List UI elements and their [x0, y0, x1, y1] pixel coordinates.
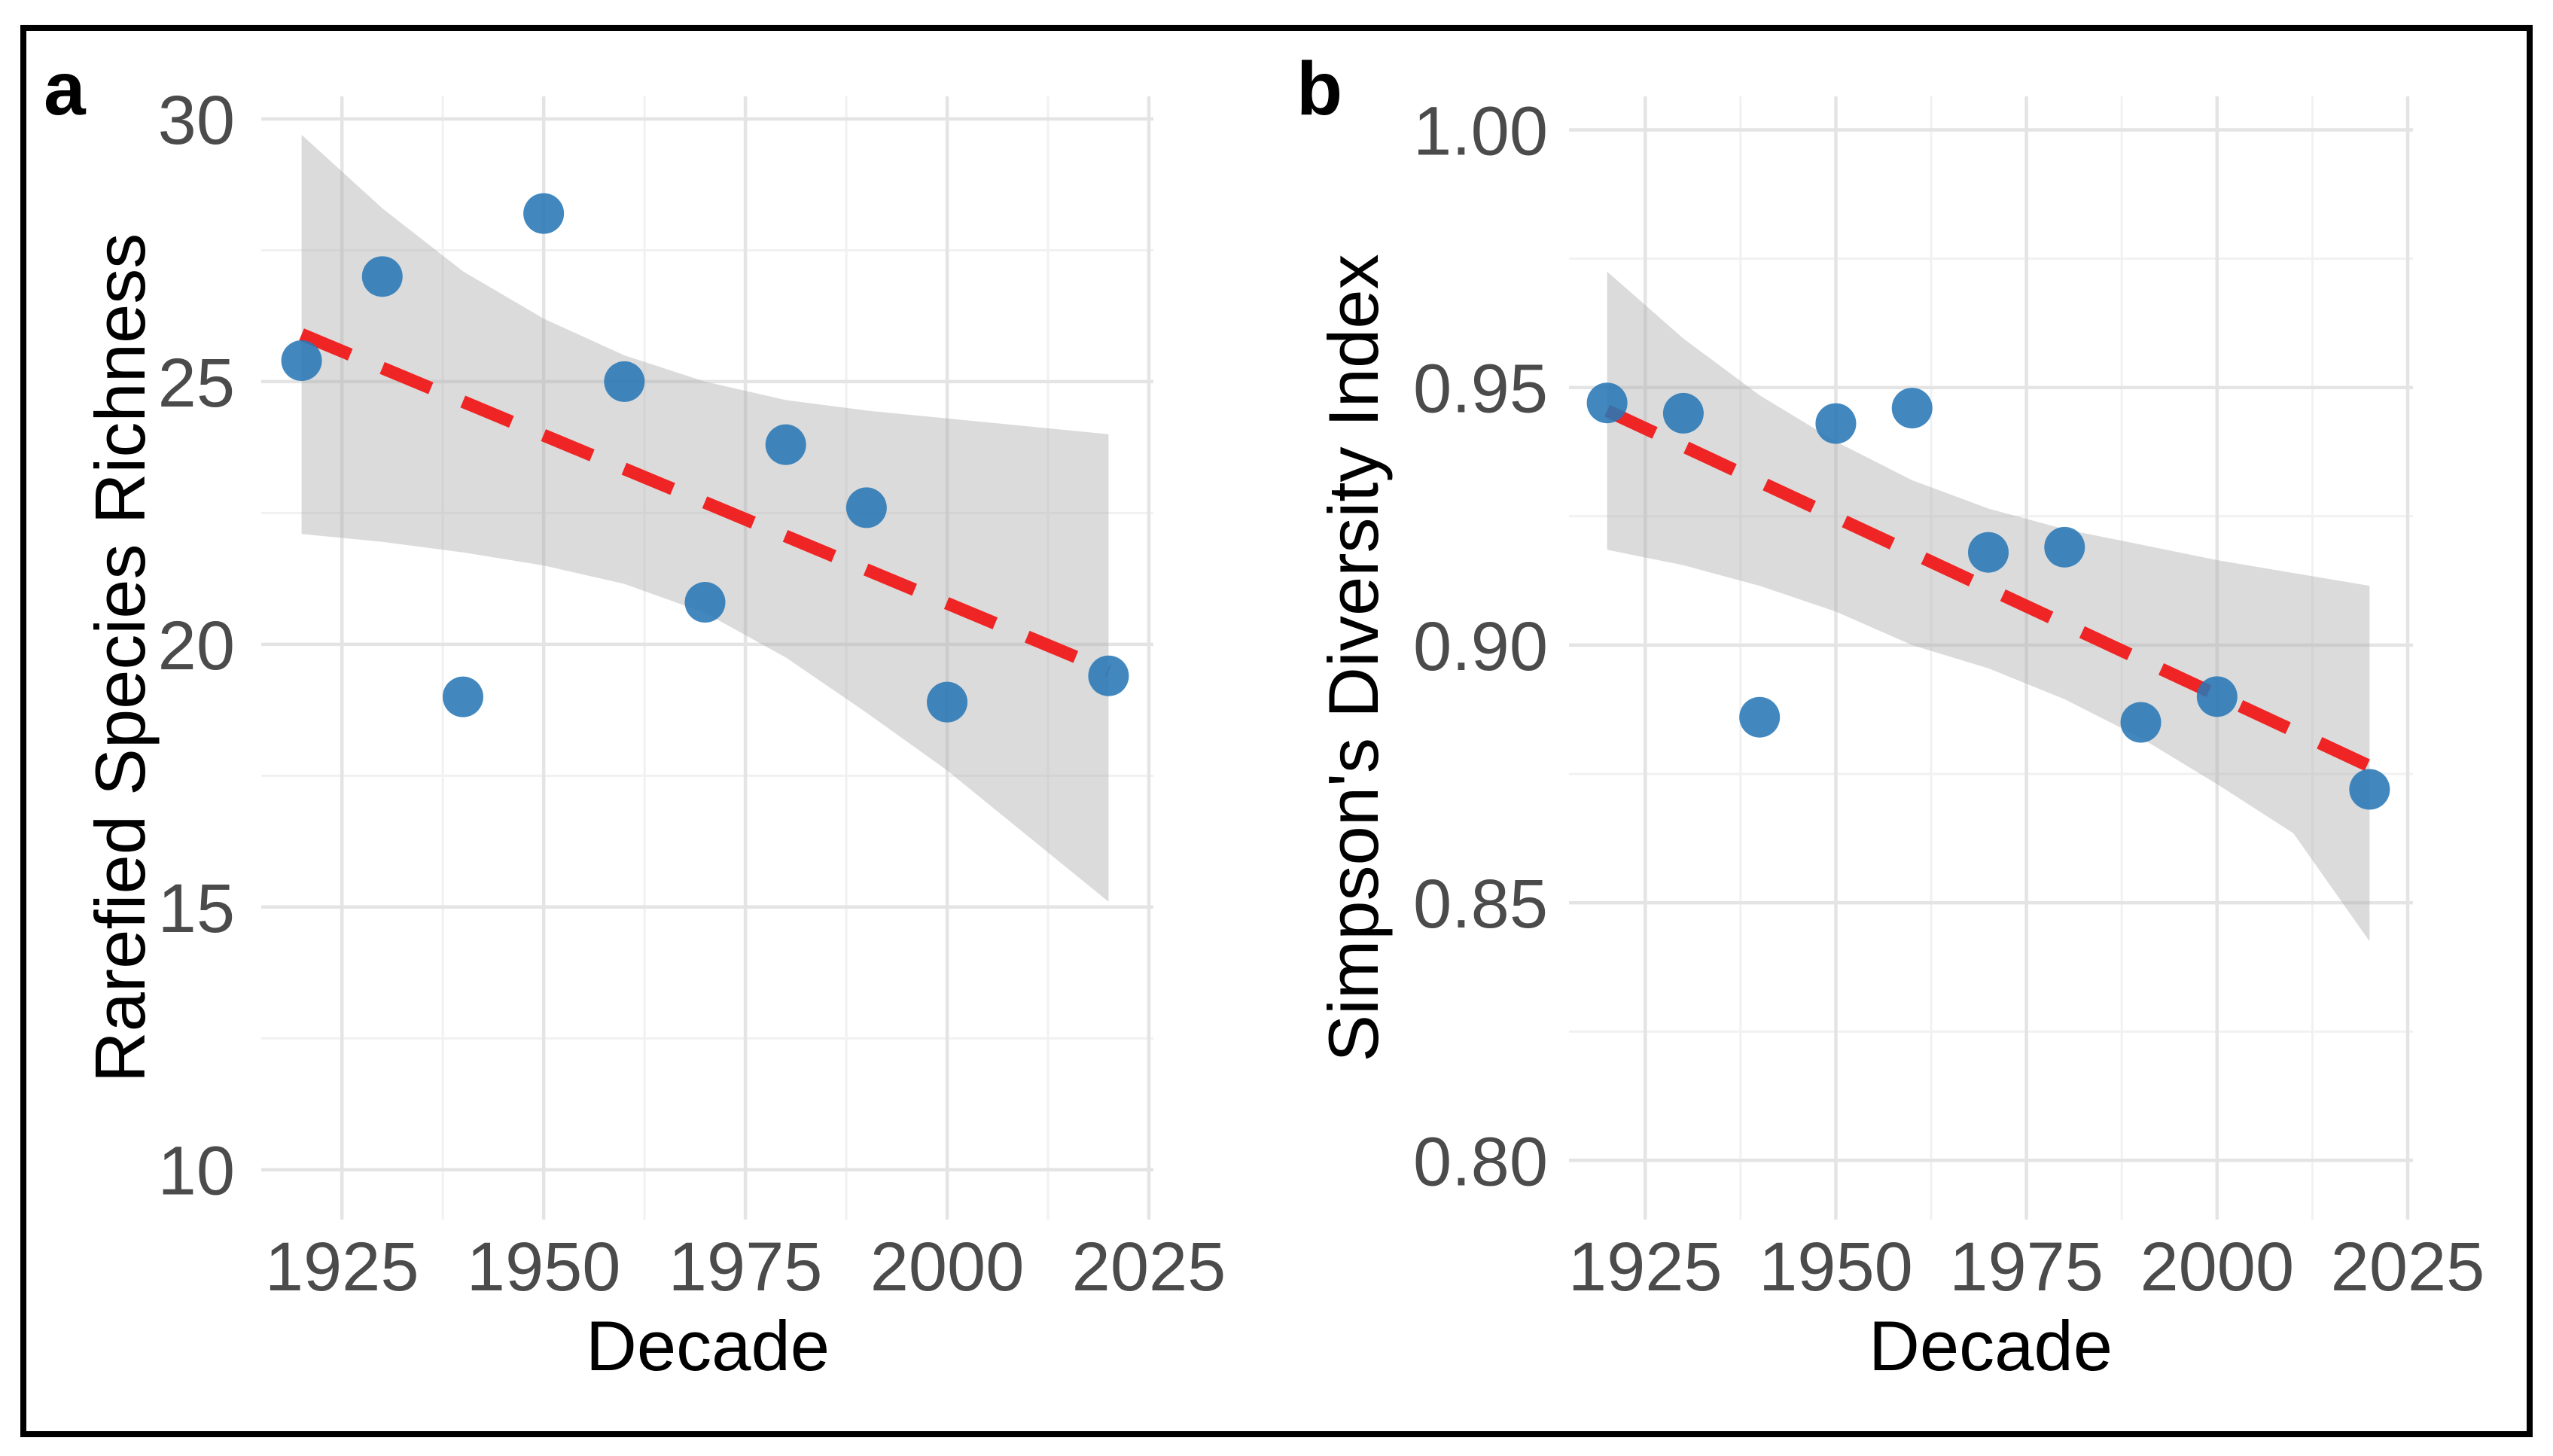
trend-line: [1604, 404, 2372, 772]
data-point: [2196, 676, 2238, 717]
confidence-ribbon: [301, 134, 1109, 902]
trend-line: [299, 328, 1111, 677]
panel-b-annotations: b Decade Simpson's Diversity Index: [1296, 47, 2113, 1385]
data-point: [1815, 403, 1857, 444]
x-tick-label: 2000: [2140, 1229, 2294, 1305]
y-tick-label: 15: [158, 870, 235, 947]
panel-a-y-axis-title: Rarefied Species Richness: [81, 233, 160, 1083]
data-point: [281, 340, 322, 382]
data-point: [604, 361, 645, 402]
data-point: [1088, 655, 1129, 696]
x-tick-label: 1975: [669, 1229, 823, 1305]
x-tick-label: 2025: [1072, 1229, 1226, 1305]
panel-b-y-axis-title: Simpson's Diversity Index: [1314, 254, 1393, 1062]
x-tick-label: 1925: [265, 1229, 419, 1305]
figure-border: [20, 25, 2533, 1437]
panel-a-x-axis-title: Decade: [586, 1306, 830, 1385]
panel-b-plot: 0.80 0.85 0.90 0.95 1.00 1925 1950 1975 2000 2025: [1413, 93, 2484, 1305]
panel-b-label: b: [1296, 47, 1342, 131]
y-tick-label: 30: [158, 82, 235, 159]
data-point: [1968, 532, 2009, 573]
y-tick-label: 25: [158, 345, 235, 422]
data-point: [684, 582, 726, 623]
x-tick-label: 2000: [870, 1229, 1025, 1305]
data-point: [2349, 769, 2390, 810]
data-point: [361, 256, 403, 297]
data-point: [1586, 382, 1628, 424]
y-tick-label: 0.90: [1413, 608, 1548, 685]
x-tick-label: 1925: [1568, 1229, 1723, 1305]
data-point: [2120, 702, 2162, 743]
panel-b-x-axis-title: Decade: [1869, 1306, 2113, 1385]
x-tick-label: 2025: [2331, 1229, 2485, 1305]
y-tick-label: 20: [158, 608, 235, 684]
panel-a-annotations: a Decade Rarefied Species Richness: [44, 47, 830, 1385]
panel-a-label: a: [44, 47, 87, 131]
y-tick-label: 1.00: [1413, 93, 1548, 169]
data-point: [927, 681, 968, 723]
data-point: [2044, 526, 2085, 568]
y-tick-label: 0.80: [1413, 1123, 1548, 1200]
data-point: [765, 424, 806, 465]
y-tick-label: 0.95: [1413, 351, 1548, 428]
x-tick-label: 1950: [467, 1229, 621, 1305]
y-tick-label: 0.85: [1413, 866, 1548, 943]
x-tick-label: 1975: [1949, 1229, 2104, 1305]
data-point: [442, 676, 483, 717]
data-point: [523, 193, 565, 234]
data-point: [1891, 388, 1933, 429]
y-tick-label: 10: [158, 1133, 235, 1210]
confidence-ribbon: [1607, 271, 2370, 942]
x-tick-label: 1950: [1759, 1229, 1913, 1305]
data-point: [1662, 392, 1704, 434]
data-point: [845, 487, 887, 528]
data-point: [1739, 696, 1781, 738]
